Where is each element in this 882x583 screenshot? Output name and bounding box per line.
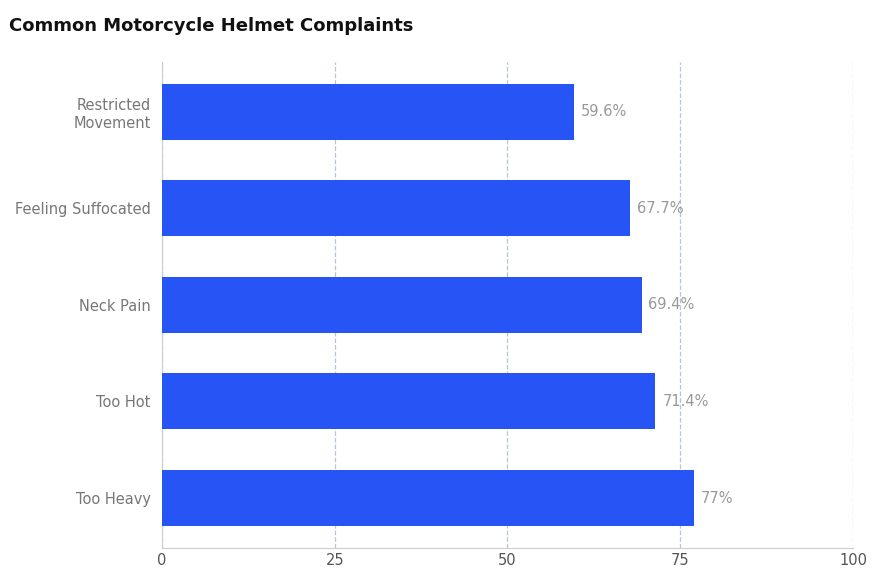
Text: 71.4%: 71.4%: [662, 394, 708, 409]
Bar: [162, 180, 630, 236]
Bar: [162, 277, 641, 333]
Bar: [162, 84, 574, 140]
Text: 59.6%: 59.6%: [580, 104, 627, 120]
Bar: [162, 374, 655, 430]
Text: Common Motorcycle Helmet Complaints: Common Motorcycle Helmet Complaints: [9, 17, 413, 36]
Text: 67.7%: 67.7%: [637, 201, 684, 216]
Bar: [162, 470, 694, 526]
Text: 69.4%: 69.4%: [648, 297, 695, 312]
Text: 77%: 77%: [701, 490, 734, 505]
